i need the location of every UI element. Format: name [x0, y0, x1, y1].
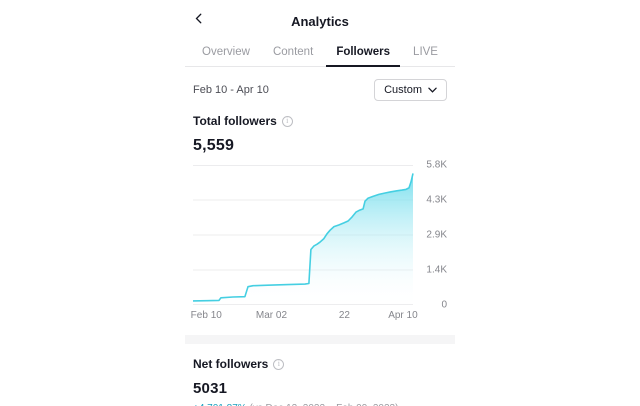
- x-tick-label: Feb 10: [190, 310, 222, 321]
- section-divider: [185, 335, 455, 344]
- x-tick-label: Mar 02: [255, 310, 288, 321]
- change-percent: +4,701.87%: [193, 403, 247, 406]
- net-followers-value: 5031: [193, 380, 228, 397]
- custom-range-button[interactable]: Custom: [374, 79, 447, 101]
- net-followers-label-row: Net followers i: [193, 357, 447, 371]
- date-filter-row: Feb 10 - Apr 10 Custom: [185, 67, 455, 101]
- tab-bar: Overview Content Followers LIVE: [185, 40, 455, 67]
- y-axis-labels: 5.8K 4.3K 2.9K 1.4K 0: [414, 160, 447, 311]
- total-followers-value: 5,559: [193, 137, 235, 154]
- followers-area-chart: Feb 10 Mar 02 22 Apr 10 5.8K 4.3K 2.9K 1.4K 0: [190, 160, 447, 325]
- y-tick-label: 0: [441, 299, 447, 311]
- chevron-left-icon: [195, 13, 202, 24]
- tab-content[interactable]: Content: [272, 46, 314, 58]
- chart-plot-column: Feb 10 Mar 02 22 Apr 10: [190, 165, 418, 325]
- page-title: Analytics: [291, 13, 349, 29]
- x-tick-label: 22: [338, 310, 350, 321]
- analytics-screen: Analytics Overview Content Followers LIVE F…: [185, 8, 455, 406]
- y-tick-label: 2.9K: [426, 229, 447, 241]
- tab-live[interactable]: LIVE: [413, 46, 438, 58]
- net-followers-change-row: +4,701.87% (vs Dec 12, 2022 – Feb 09, 20…: [193, 403, 447, 406]
- chart-plot-area[interactable]: [192, 165, 414, 305]
- x-axis-labels: Feb 10 Mar 02 22 Apr 10: [190, 310, 418, 325]
- total-followers-label-row: Total followers i: [193, 114, 447, 128]
- y-tick-label: 4.3K: [426, 194, 447, 206]
- total-followers-label: Total followers: [193, 114, 277, 128]
- x-tick-label: Apr 10: [388, 310, 418, 321]
- y-tick-label: 1.4K: [426, 264, 447, 276]
- header: Analytics: [185, 8, 455, 34]
- tab-overview[interactable]: Overview: [202, 46, 250, 58]
- area-fill: [193, 173, 413, 305]
- date-range-label: Feb 10 - Apr 10: [193, 84, 269, 96]
- comparison-period: (vs Dec 12, 2022 – Feb 09, 2023): [249, 403, 398, 406]
- custom-range-label: Custom: [384, 84, 422, 96]
- area-chart-svg: [192, 165, 414, 305]
- chevron-down-icon: [428, 87, 437, 93]
- tab-followers[interactable]: Followers: [326, 40, 400, 67]
- info-icon[interactable]: i: [281, 115, 293, 127]
- info-icon[interactable]: i: [273, 358, 285, 370]
- series-line: [192, 173, 414, 302]
- net-followers-label: Net followers: [193, 357, 269, 371]
- back-button[interactable]: [193, 12, 205, 25]
- y-tick-label: 5.8K: [426, 159, 447, 171]
